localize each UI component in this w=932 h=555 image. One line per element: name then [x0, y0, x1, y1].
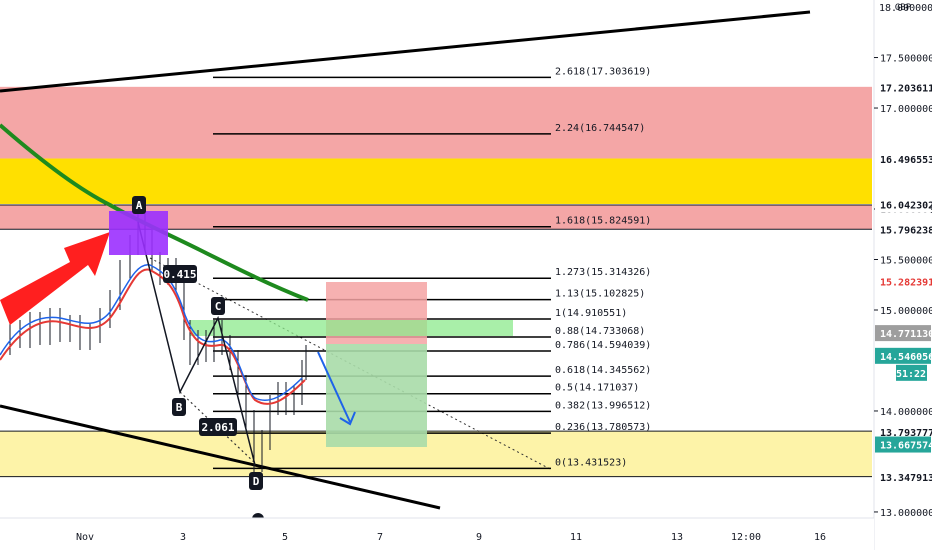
fib-levels-layer: 2.618(17.303619) 2.24(16.744547) 1.618(15.… — [213, 66, 651, 470]
fib-label-7: 0.786(14.594039) — [555, 340, 651, 351]
price-tag-0: 17.203611 — [880, 83, 932, 94]
price-tag-bg-6 — [875, 347, 931, 364]
fib-label-4: 1.13(15.102825) — [555, 289, 645, 300]
price-tag-bg-1 — [875, 150, 931, 167]
price-tag-9: 13.347913 — [880, 473, 932, 484]
price-tag-1: 16.496553 — [880, 155, 932, 166]
pattern-label-d: D — [253, 475, 260, 488]
ratio-label-1: 0.415 — [163, 268, 196, 281]
big-red-arrow — [0, 232, 110, 325]
pattern-label-box-1 — [172, 398, 186, 416]
price-tag-2: 16.042302 — [880, 201, 932, 212]
fib-label-6: 0.88(14.733068) — [555, 326, 645, 337]
price-tag-7: 13.793777 — [880, 428, 932, 439]
zones-layer — [0, 86, 872, 478]
price-tag-bg-8 — [875, 436, 931, 453]
time-axis-bg — [0, 518, 874, 550]
fib-label-9: 0.5(14.171037) — [555, 383, 639, 394]
upper-trendline — [0, 10, 811, 93]
y-tick-5: 14.000000 — [880, 407, 932, 418]
x-tick-0: Nov — [76, 532, 94, 543]
price-axis: GBP18.00000017.50000017.00000016.0000001… — [873, 0, 932, 550]
countdown-bg — [896, 364, 927, 381]
pattern-label-c: C — [215, 300, 222, 313]
price-tag-bg-7 — [875, 423, 931, 440]
price-tag-bg-3 — [875, 221, 931, 238]
upper-red-zone — [0, 86, 872, 159]
entry-band — [190, 320, 513, 336]
y-tick-6: 13.000000 — [880, 508, 932, 519]
pattern-label-box-3 — [249, 472, 263, 490]
fib-label-10: 0.382(13.996512) — [555, 400, 651, 411]
price-tag-4: 15.282391 — [880, 277, 932, 288]
x-tick-7: 12:00 — [731, 532, 761, 543]
fib-label-8: 0.618(14.345562) — [555, 365, 651, 376]
price-tag-3: 15.796238 — [880, 226, 932, 237]
fib-label-3: 1.273(15.314326) — [555, 267, 651, 278]
currency-label: GBP — [895, 3, 912, 13]
price-tag-6: 14.546056 — [880, 352, 932, 363]
take-profit-box — [326, 344, 427, 447]
fib-label-11: 0.236(13.780573) — [555, 422, 651, 433]
ratio-box-2 — [199, 418, 237, 436]
time-axis: Nov 3 5 7 9 11 13 12:00 16 — [0, 517, 874, 550]
price-tag-5: 14.771130 — [880, 329, 932, 340]
ratio-box-1 — [163, 265, 197, 283]
fib-label-0: 2.618(17.303619) — [555, 66, 651, 77]
x-tick-1: 3 — [180, 532, 186, 543]
price-tag-bg-4 — [875, 273, 931, 290]
support-zone — [0, 431, 872, 477]
ratio-label-2: 2.061 — [201, 421, 234, 434]
dotted-trendline — [149, 257, 553, 471]
x-tick-3: 7 — [377, 532, 383, 543]
yellow-zone — [0, 158, 872, 204]
price-tag-8: 13.667574 — [880, 441, 932, 452]
pattern-label-a: A — [136, 199, 143, 212]
price-tag-bg-5 — [875, 325, 931, 342]
pattern-label-box-2 — [211, 297, 225, 315]
x-tick-5: 11 — [570, 532, 582, 543]
x-tick-2: 5 — [282, 532, 288, 543]
fib-label-5: 1(14.910551) — [555, 308, 627, 319]
lower-trendline — [0, 404, 441, 510]
y-tick-3: 15.500000 — [880, 256, 932, 267]
x-tick-4: 9 — [476, 532, 482, 543]
y-tick-0: 17.500000 — [880, 54, 932, 65]
price-tag-bg-9 — [875, 468, 931, 485]
y-tick-1: 17.000000 — [880, 104, 932, 115]
price-tag-bg-0 — [875, 79, 931, 96]
fib-label-1: 2.24(16.744547) — [555, 123, 645, 134]
projection-arrow-head — [339, 411, 356, 426]
abcd-pattern-line — [137, 221, 256, 466]
x-tick-8: 16 — [814, 532, 826, 543]
fib-label-12: 0(13.431523) — [555, 457, 627, 468]
price-tag-bg-2 — [875, 196, 931, 213]
pattern-label-box-0 — [132, 196, 146, 214]
pattern-label-b: B — [176, 401, 183, 414]
risk-reward-layer — [190, 282, 513, 447]
x-tick-6: 13 — [671, 532, 683, 543]
pattern-layer: A B C D 0.415 2.061 — [0, 196, 356, 525]
y-tick-top: 18.000000 — [879, 3, 932, 14]
y-tick-4: 15.000000 — [880, 306, 932, 317]
red-ma-line — [0, 268, 306, 405]
fib-label-2: 1.618(15.824591) — [555, 216, 651, 227]
countdown-label: 51:22 — [896, 369, 926, 380]
projection-arrow-line — [317, 351, 351, 423]
pattern-box — [109, 211, 168, 255]
